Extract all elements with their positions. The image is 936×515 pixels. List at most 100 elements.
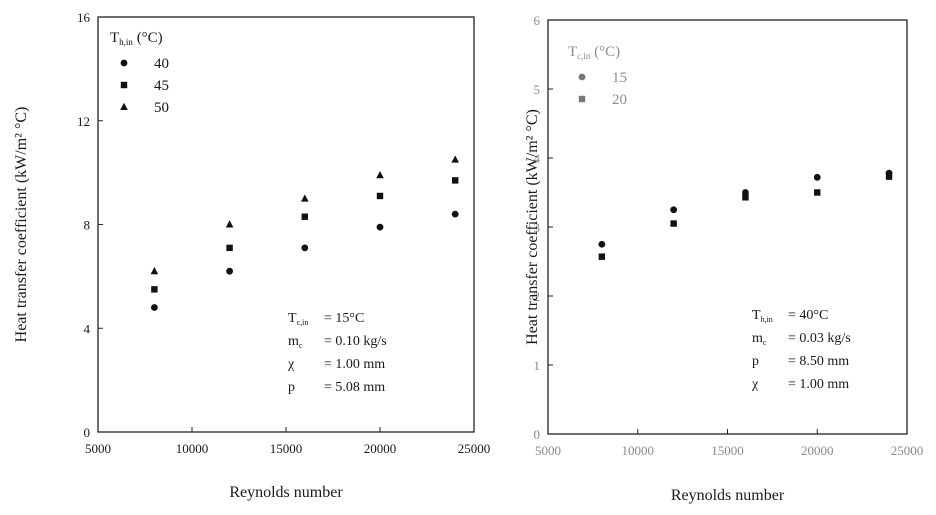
legend-title-sub: c,in <box>577 51 591 61</box>
annotation-symbol: T <box>752 308 761 323</box>
annotation-symbol: p <box>288 380 295 395</box>
annotation-line: χ = 1.00 mm <box>287 357 385 372</box>
data-point-triangle <box>376 171 384 179</box>
y-tick-label: 0 <box>84 425 91 440</box>
data-point-square <box>452 177 459 184</box>
annotation-spacer <box>308 311 312 326</box>
y-tick-label: 16 <box>77 10 91 25</box>
y-tick-label: 3 <box>534 220 541 235</box>
x-axis-label: Reynolds number <box>229 484 343 501</box>
x-tick-label: 10000 <box>176 441 209 456</box>
legend-title: Th,in (°C) <box>110 30 163 47</box>
annotation-spacer <box>302 334 306 349</box>
x-tick-label: 15000 <box>711 443 744 458</box>
annotation-subscript: h,in <box>761 315 773 324</box>
annotation-line: p = 5.08 mm <box>288 380 385 395</box>
annotation-value: = 5.08 mm <box>324 380 385 395</box>
y-axis-label: Heat transfer coefficient (kW/m² °C) <box>13 107 30 343</box>
annotation-line: p = 8.50 mm <box>752 354 849 369</box>
annotation-symbol: m <box>752 331 763 346</box>
annotation-spacer <box>773 308 777 323</box>
annotation-line: Tc,in = 15°C <box>288 311 364 327</box>
data-point-circle <box>301 244 309 252</box>
data-point-circle <box>151 304 158 311</box>
annotation-spacer <box>766 331 770 346</box>
y-tick-label: 6 <box>534 13 541 28</box>
annotation-value: = 0.10 kg/s <box>324 334 387 349</box>
y-tick-label: 5 <box>534 82 541 97</box>
annotation-value: = 40°C <box>788 308 828 323</box>
chart-right: 5000 10000 15000 20000 25000 0 1 2 3 4 5 6 Reynolds … <box>524 13 923 504</box>
legend-entry-label: 20 <box>612 92 627 108</box>
legend-entry-label: 45 <box>154 78 169 94</box>
data-point-circle <box>813 173 821 181</box>
annotation-symbol: m <box>288 334 299 349</box>
legend-marker-circle <box>578 73 586 81</box>
y-tick-label: 4 <box>534 151 541 166</box>
chart-left: 5000 10000 15000 20000 25000 0 4 8 12 16 Reynolds … <box>13 10 490 501</box>
data-point-square <box>226 244 233 252</box>
x-tick-label: 25000 <box>458 441 491 456</box>
x-tick-label: 10000 <box>622 443 655 458</box>
annotation-line: mc = 0.03 kg/s <box>752 331 851 347</box>
data-point-triangle <box>301 194 309 202</box>
data-point-square <box>598 253 606 260</box>
y-tick-label: 8 <box>84 218 91 233</box>
data-point-circle <box>451 210 459 218</box>
data-point-circle <box>376 223 384 231</box>
legend-title-sub: h,in <box>119 37 133 47</box>
annotation-line: χ = 1.00 mm <box>751 377 849 392</box>
data-point-square <box>885 173 893 180</box>
legend-marker-square <box>120 81 128 89</box>
legend-marker-square <box>578 95 586 103</box>
annotation-value: = 0.03 kg/s <box>788 331 851 346</box>
annotation-line: Th,in = 40°C <box>752 308 828 324</box>
annotation-value: = 15°C <box>324 311 364 326</box>
annotation-subscript: c <box>763 338 767 347</box>
x-tick-label: 15000 <box>270 441 303 456</box>
y-tick-label: 0 <box>534 427 541 442</box>
data-point-circle <box>670 206 678 214</box>
data-point-triangle <box>150 266 159 275</box>
x-tick-label: 20000 <box>364 441 397 456</box>
x-tick-label: 20000 <box>801 443 834 458</box>
annotation-symbol: χ <box>751 377 759 392</box>
annotation-symbol: χ <box>287 357 295 372</box>
legend-title: Tc,in (°C) <box>568 44 620 61</box>
legend-entry-label: 40 <box>154 56 169 72</box>
legend-marker-triangle <box>120 102 128 110</box>
data-point-square <box>376 192 384 200</box>
annotation-symbol: T <box>288 311 297 326</box>
legend-title-unit: (°C) <box>590 44 620 60</box>
annotation-value: = 1.00 mm <box>324 357 385 372</box>
data-point-square <box>301 213 308 220</box>
legend-title-main: T <box>568 44 577 60</box>
x-axis-label: Reynolds number <box>671 487 785 504</box>
legend-entry-label: 15 <box>612 70 627 86</box>
y-tick-label: 12 <box>77 114 90 129</box>
legend-entry-label: 50 <box>154 100 169 116</box>
data-point-triangle <box>451 155 459 163</box>
data-point-triangle <box>225 220 234 228</box>
annotation-value: = 8.50 mm <box>788 354 849 369</box>
data-point-square <box>742 194 749 201</box>
legend-title-main: T <box>110 30 119 46</box>
y-tick-label: 1 <box>534 358 541 373</box>
x-tick-label: 5000 <box>535 443 561 458</box>
annotation-symbol: p <box>752 354 759 369</box>
annotation-line: mc = 0.10 kg/s <box>288 334 387 350</box>
data-point-square <box>151 286 158 293</box>
legend-marker-circle <box>120 59 128 67</box>
y-axis-label: Heat transfer coefficient (kW/m² °C) <box>524 109 541 345</box>
legend-title-unit: (°C) <box>133 30 163 46</box>
annotation-value: = 1.00 mm <box>788 377 849 392</box>
data-point-circle <box>598 240 606 248</box>
data-point-square <box>814 189 821 196</box>
data-point-square <box>670 220 677 227</box>
y-tick-label: 2 <box>534 289 541 304</box>
annotation-subscript: c <box>299 341 303 350</box>
x-tick-label: 5000 <box>85 441 111 456</box>
data-point-circle <box>226 267 234 275</box>
x-tick-label: 25000 <box>891 443 924 458</box>
